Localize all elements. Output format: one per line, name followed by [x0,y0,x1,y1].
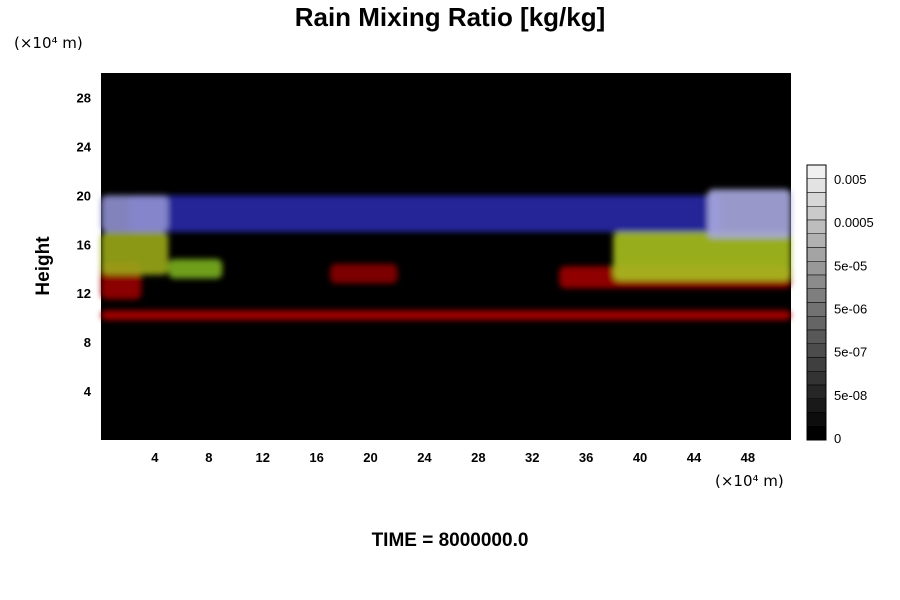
colorbar-frame [806,164,827,441]
chart-title: Rain Mixing Ratio [kg/kg] [294,2,606,32]
colorbar-swatch [806,329,827,344]
x-tick-label: 36 [579,450,593,465]
heatmap-region [101,195,169,233]
heatmap-region [613,232,791,281]
x-tick-label: 12 [255,450,269,465]
colorbar-swatch [806,316,827,331]
colorbar-swatch [806,384,827,399]
colorbar-label: 5e-05 [834,258,867,273]
y-axis-unit: (×10⁴ m) [14,34,83,52]
x-axis-ticks: 4 8 12 16 20 24 28 32 36 40 44 48 [151,450,755,465]
heatmap-region [707,189,791,239]
colorbar-swatch [806,192,827,207]
colorbar-swatch [806,261,827,276]
y-tick-label: 28 [77,90,91,105]
x-tick-label: 48 [741,450,755,465]
heatmap-region [101,232,169,275]
x-tick-label: 4 [151,450,159,465]
colorbar-label: 0 [834,431,841,446]
colorbar-swatch [806,233,827,248]
y-tick-label: 12 [77,286,91,301]
colorbar-swatch [806,371,827,386]
heatmap-region [330,263,398,284]
colorbar-swatch [806,426,827,441]
x-tick-label: 20 [363,450,377,465]
colorbar-swatch [806,357,827,372]
x-tick-label: 32 [525,450,539,465]
x-tick-label: 44 [687,450,702,465]
y-tick-label: 24 [77,139,92,154]
heatmap-region [168,258,223,279]
x-axis-unit: (×10⁴ m) [715,472,784,490]
x-tick-label: 16 [309,450,323,465]
x-tick-label: 28 [471,450,485,465]
colorbar-swatch [806,206,827,221]
colorbar-label: 5e-06 [834,302,867,317]
heatmap-features [101,189,791,321]
colorbar-swatch [806,288,827,303]
x-tick-label: 24 [417,450,432,465]
x-tick-label: 40 [633,450,647,465]
heatmap-region [127,195,721,233]
y-axis-ticks: 4 8 12 16 20 24 28 [77,90,92,399]
colorbar-swatch [806,398,827,413]
colorbar-label: 5e-07 [834,345,867,360]
colorbar-swatch [806,274,827,289]
colorbar-swatch [806,412,827,427]
colorbar-label: 0.005 [834,172,867,187]
colorbar-swatch [806,247,827,262]
colorbar: 0.005 0.0005 5e-05 5e-06 5e-07 5e-08 0 [806,164,874,446]
y-tick-label: 20 [77,188,91,203]
y-tick-label: 16 [77,237,91,252]
colorbar-swatch [806,178,827,193]
heatmap-region [101,310,791,321]
y-tick-label: 8 [84,335,91,350]
colorbar-swatch [806,219,827,234]
x-tick-label: 8 [205,450,212,465]
colorbar-swatch [806,164,827,179]
colorbar-label: 0.0005 [834,215,874,230]
colorbar-label: 5e-08 [834,388,867,403]
time-label: TIME = 8000000.0 [371,530,529,551]
colorbar-swatch [806,302,827,317]
colorbar-swatch [806,343,827,358]
y-tick-label: 4 [84,384,92,399]
